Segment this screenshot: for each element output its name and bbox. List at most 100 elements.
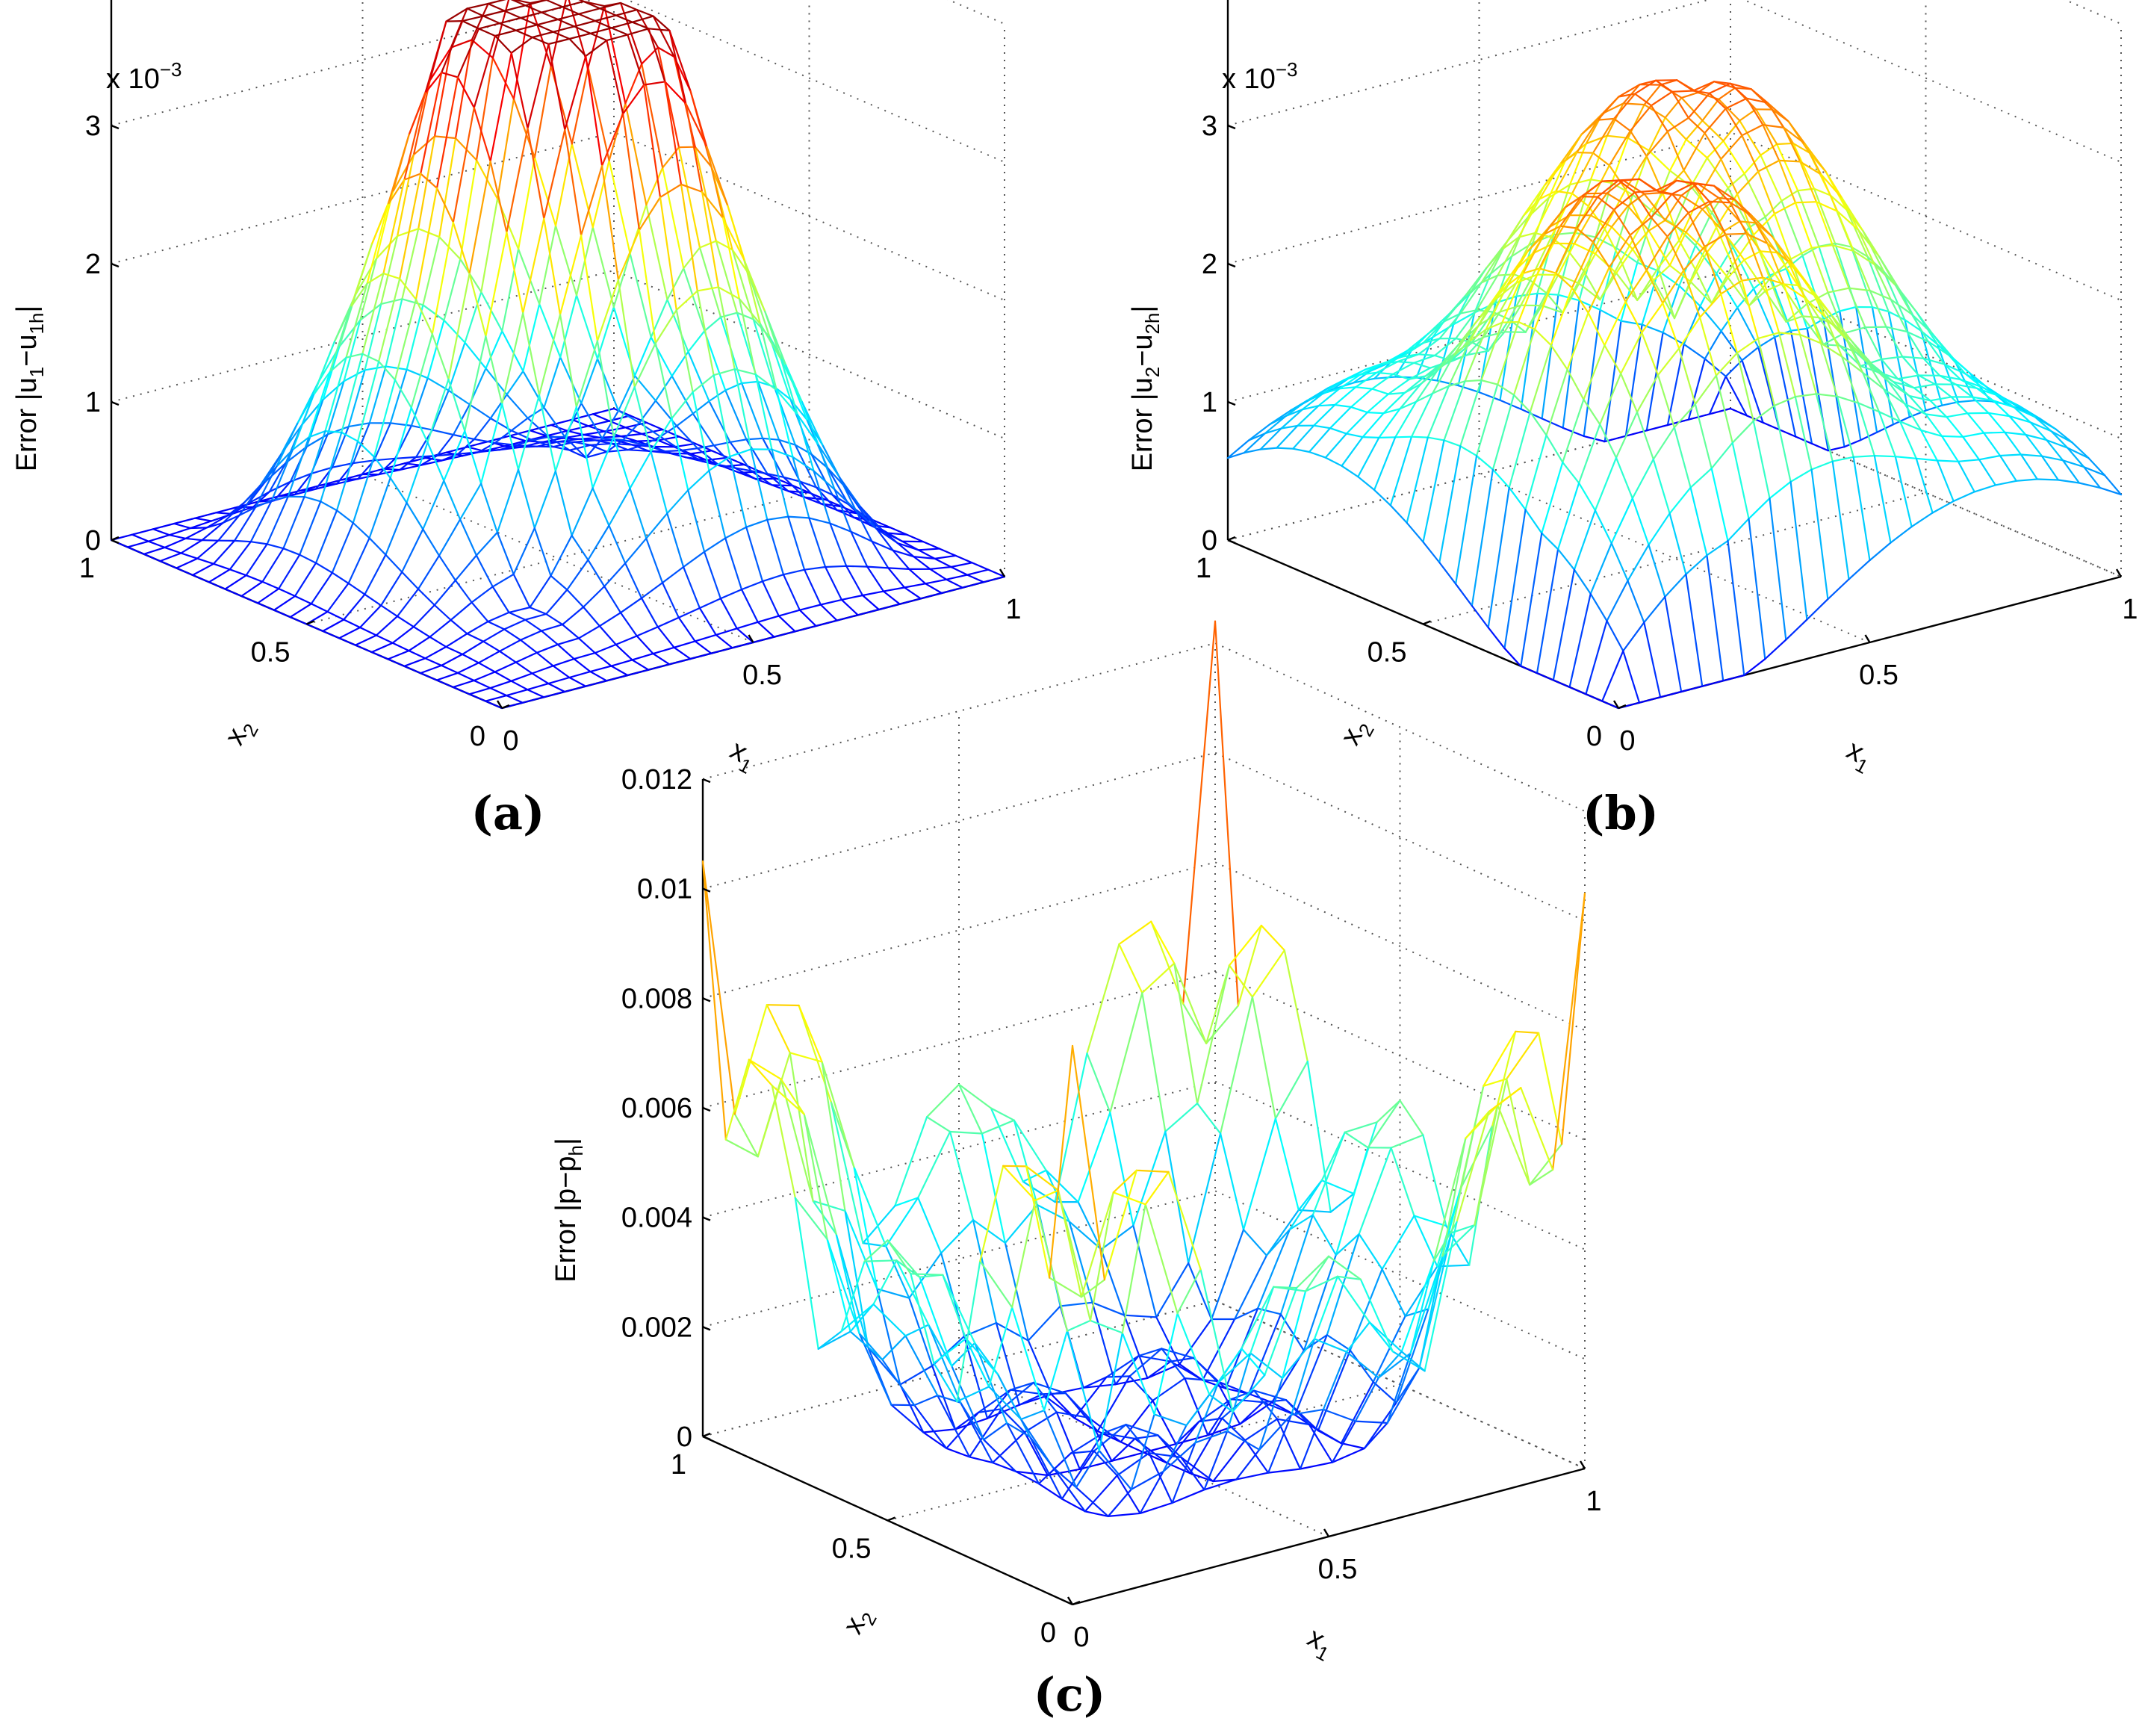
surface-mesh-line xyxy=(1436,323,1455,382)
surface-mesh-line xyxy=(853,1166,878,1290)
surface-mesh-line xyxy=(945,578,964,589)
surface-mesh-line xyxy=(1845,338,1869,363)
surface-mesh-line xyxy=(771,448,794,458)
surface-mesh-line xyxy=(1459,379,1483,447)
surface-mesh-line xyxy=(876,1288,910,1299)
surface-mesh-line xyxy=(1776,143,1799,192)
surface-mesh-line xyxy=(1304,1255,1330,1292)
surface-mesh-line xyxy=(464,335,487,433)
surface-mesh-line xyxy=(1242,1117,1277,1231)
surface-mesh-line xyxy=(1019,1409,1046,1421)
surface-mesh-line xyxy=(1329,406,1353,430)
surface-mesh-line xyxy=(638,400,657,424)
surface-mesh-line xyxy=(1487,486,1510,629)
surface-mesh-line xyxy=(1543,206,1566,235)
surface-mesh-line xyxy=(1673,427,1692,489)
surface-mesh-line xyxy=(270,448,294,502)
surface-mesh-line xyxy=(464,341,487,370)
surface-mesh-line xyxy=(1810,247,1829,294)
surface-mesh-line xyxy=(491,57,515,100)
surface-mesh-line xyxy=(445,633,468,648)
surface-mesh-line xyxy=(1931,333,1950,356)
surface-mesh-line xyxy=(347,537,370,585)
surface-mesh-line xyxy=(2050,430,2069,449)
surface-mesh-line xyxy=(1931,500,1955,514)
surface-mesh-line xyxy=(656,46,680,149)
surface-mesh-line xyxy=(508,430,531,437)
surface-mesh-line xyxy=(922,1428,957,1433)
surface-mesh-line xyxy=(1774,329,1792,338)
surface-mesh-line xyxy=(1836,395,1854,458)
surface-mesh-line xyxy=(622,421,641,441)
surface-mesh-line xyxy=(833,489,857,511)
surface-mesh-line xyxy=(489,686,508,697)
surface-mesh-line xyxy=(1685,573,1704,687)
surface-mesh-line xyxy=(1552,892,1586,1171)
surface-mesh-line xyxy=(1697,182,1720,199)
surface-mesh-line xyxy=(1552,568,1575,681)
surface-mesh-line xyxy=(350,282,368,309)
surface-mesh-line xyxy=(696,286,720,292)
surface-mesh-line xyxy=(729,438,748,444)
surface-mesh-line xyxy=(1313,1338,1348,1353)
surface-mesh-line xyxy=(1604,320,1622,443)
surface-mesh-line xyxy=(1831,460,1850,580)
surface-mesh-line xyxy=(656,616,680,628)
z-tick-mark xyxy=(1227,400,1236,406)
surface-mesh-line xyxy=(240,580,264,598)
surface-mesh-line xyxy=(1585,693,1604,702)
surface-mesh-line xyxy=(654,342,673,420)
surface-mesh-line xyxy=(771,1085,796,1199)
surface-mesh-line xyxy=(1618,84,1641,98)
surface-mesh-line xyxy=(1162,1424,1188,1473)
surface-mesh-line xyxy=(1485,285,1508,331)
surface-mesh-line xyxy=(956,1260,981,1403)
surface-mesh-line xyxy=(152,528,170,536)
surface-mesh-line xyxy=(457,451,480,455)
surface-mesh-line xyxy=(1613,93,1636,120)
surface-mesh-line xyxy=(1478,311,1501,326)
surface-mesh-line xyxy=(603,5,627,105)
surface-mesh-line xyxy=(294,595,312,605)
surface-mesh-line xyxy=(1692,81,1716,92)
surface-mesh-line xyxy=(1459,445,1478,457)
surface-mesh-line xyxy=(733,467,752,472)
surface-mesh-line xyxy=(431,429,455,436)
surface-mesh-line xyxy=(1120,1399,1154,1443)
surface-mesh-line xyxy=(489,52,512,162)
surface-mesh-line xyxy=(426,441,445,482)
surface-mesh-line xyxy=(1415,336,1434,379)
surface-mesh-line xyxy=(1232,1374,1266,1413)
surface-mesh-line xyxy=(631,21,650,30)
surface-mesh-line xyxy=(1276,1418,1302,1470)
surface-mesh-line xyxy=(1243,448,1261,454)
surface-mesh-line xyxy=(1422,439,1445,543)
surface-mesh-line xyxy=(1002,1165,1037,1202)
surface-mesh-line xyxy=(624,562,643,599)
surface-mesh-line xyxy=(951,1365,985,1441)
surface-mesh-line xyxy=(1545,368,1568,436)
surface-mesh-line xyxy=(1699,273,1718,307)
surface-mesh-line xyxy=(1562,398,1585,464)
surface-mesh-line xyxy=(1654,179,1678,192)
surface-mesh-line xyxy=(1966,412,1985,434)
surface-mesh-line xyxy=(1818,245,1841,312)
surface-mesh-line xyxy=(1694,268,1713,305)
surface-mesh-line xyxy=(949,1130,975,1221)
surface-mesh-line xyxy=(1518,198,1541,238)
surface-mesh-line xyxy=(143,553,161,562)
surface-mesh-line xyxy=(624,102,648,206)
surface-mesh-line xyxy=(420,459,443,466)
surface-mesh-line xyxy=(559,235,583,316)
surface-mesh-line xyxy=(1766,242,1789,263)
surface-mesh-line xyxy=(1829,312,1848,341)
surface-mesh-line xyxy=(1485,321,1503,331)
surface-mesh-line xyxy=(717,286,736,371)
surface-mesh-line xyxy=(468,403,491,420)
surface-mesh-line xyxy=(1394,349,1413,378)
surface-mesh-line xyxy=(399,456,417,471)
surface-mesh-line xyxy=(692,400,710,415)
surface-mesh-line xyxy=(1075,1449,1100,1489)
surface-mesh-line xyxy=(1251,996,1277,1120)
surface-mesh-line xyxy=(829,522,848,567)
